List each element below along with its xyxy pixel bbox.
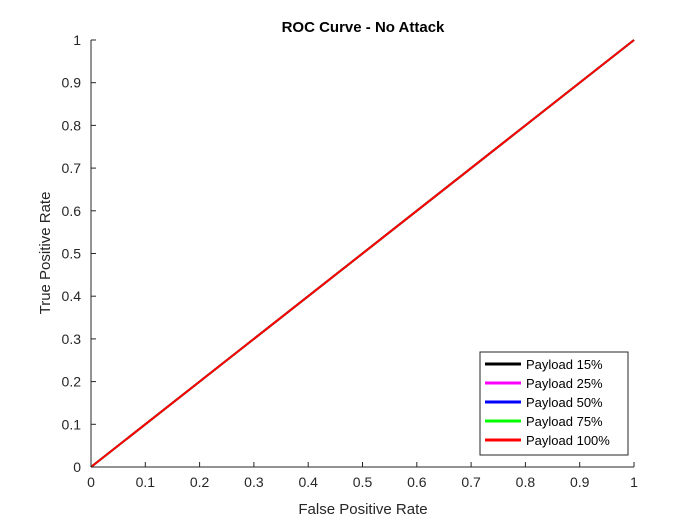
x-tick-label: 0 bbox=[87, 474, 95, 490]
y-tick-label: 0.3 bbox=[62, 331, 82, 347]
series-layer bbox=[90, 39, 635, 468]
y-axis-label: True Positive Rate bbox=[37, 192, 54, 315]
x-tick-label: 0.1 bbox=[136, 474, 156, 490]
x-tick-label: 0.2 bbox=[190, 474, 210, 490]
chart-title: ROC Curve - No Attack bbox=[282, 19, 445, 36]
legend-entry-label: Payload 15% bbox=[526, 357, 603, 372]
legend-entry-label: Payload 25% bbox=[526, 376, 603, 391]
y-tick-label: 0.1 bbox=[62, 416, 82, 432]
y-tick-label: 0 bbox=[73, 459, 81, 475]
legend-entry-label: Payload 75% bbox=[526, 414, 603, 429]
x-tick-label: 0.7 bbox=[461, 474, 481, 490]
series-line-5 bbox=[90, 39, 635, 468]
y-tick-label: 0.8 bbox=[62, 117, 82, 133]
y-tick-label: 0.9 bbox=[62, 75, 82, 91]
y-tick-label: 0.5 bbox=[62, 246, 82, 262]
x-tick-label: 1 bbox=[630, 474, 638, 490]
y-tick-label: 1 bbox=[73, 32, 81, 48]
legend-entry-label: Payload 100% bbox=[526, 433, 610, 448]
x-tick-label: 0.4 bbox=[298, 474, 318, 490]
y-tick-label: 0.2 bbox=[62, 374, 82, 390]
legend: Payload 15% Payload 25% Payload 50% Payload… bbox=[479, 351, 629, 456]
y-tick-label: 0.4 bbox=[62, 288, 82, 304]
y-tick-label: 0.6 bbox=[62, 203, 82, 219]
x-tick-label: 0.9 bbox=[570, 474, 590, 490]
x-axis-label: False Positive Rate bbox=[298, 501, 427, 518]
x-tick-label: 0.6 bbox=[407, 474, 427, 490]
x-tick-label: 0.5 bbox=[353, 474, 373, 490]
axes-layer: 0 0.1 0.2 0.3 0.4 0.5 0.6 0.7 0.8 0.9 1 0 0.1 0.2 0.3 0… bbox=[62, 32, 639, 490]
legend-entry-label: Payload 50% bbox=[526, 395, 603, 410]
x-tick-label: 0.8 bbox=[516, 474, 536, 490]
y-tick-label: 0.7 bbox=[62, 160, 82, 176]
x-tick-label: 0.3 bbox=[244, 474, 264, 490]
